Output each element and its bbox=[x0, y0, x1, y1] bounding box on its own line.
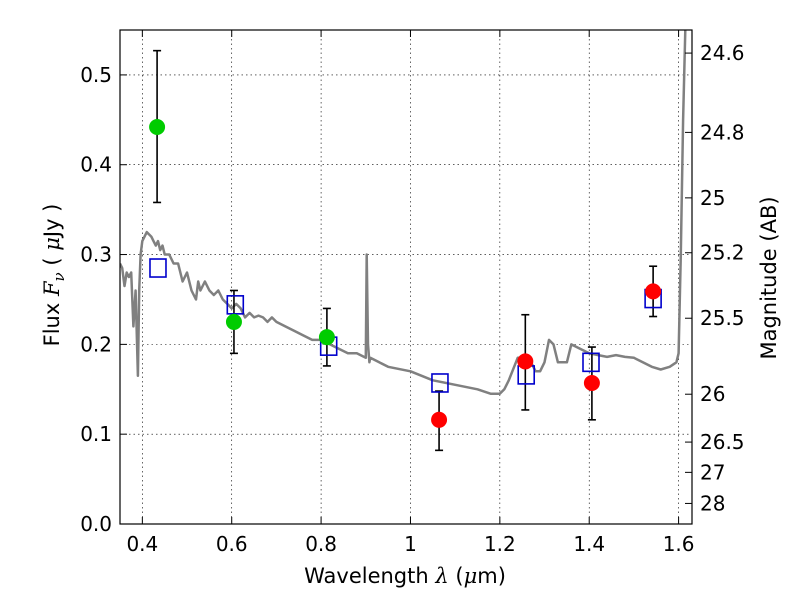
y-axis-symbol: F bbox=[40, 280, 64, 297]
y2-tick-label: 27 bbox=[700, 460, 725, 484]
green-observed-point bbox=[149, 119, 166, 136]
green-observed-point bbox=[318, 329, 335, 346]
y-axis-title: Flux Fν ( μJy ) bbox=[40, 204, 68, 347]
red-observed-point bbox=[431, 411, 448, 428]
y-tick-label: 0.3 bbox=[80, 243, 112, 267]
y-axis-unit-open: ( bbox=[40, 257, 64, 265]
red-observed-point bbox=[583, 374, 600, 391]
y-tick-label: 0.4 bbox=[80, 153, 112, 177]
model-spectrum bbox=[120, 30, 687, 396]
error-bars bbox=[153, 49, 658, 452]
y2-tick-label: 25 bbox=[700, 186, 725, 210]
spectrum-line bbox=[120, 30, 687, 396]
x-tick-label: 1.4 bbox=[573, 532, 605, 556]
x-tick-label: 0.6 bbox=[216, 532, 248, 556]
grid-lines bbox=[120, 30, 692, 525]
axis-ticks bbox=[120, 30, 692, 525]
data-markers bbox=[149, 119, 662, 428]
y-tick-label: 0.1 bbox=[80, 422, 112, 446]
x-tick-label: 0.8 bbox=[305, 532, 337, 556]
x-tick-label: 1.2 bbox=[484, 532, 516, 556]
x-tick-label: 1.6 bbox=[663, 532, 695, 556]
red-observed-point bbox=[645, 283, 662, 300]
x-axis-unit-mu: μ bbox=[464, 564, 478, 588]
tick-labels: 0.4 0.6 0.8 1 1.2 1.4 1.6 0.0 0.1 0.2 0.3 0.4 0.5 24.… bbox=[80, 41, 744, 556]
green-observed-point bbox=[225, 313, 242, 330]
y2-axis-title: Magnitude (AB) bbox=[757, 196, 781, 359]
model-flux-square bbox=[431, 373, 449, 393]
y2-tick-label: 26 bbox=[700, 382, 725, 406]
model-flux-square bbox=[582, 352, 600, 373]
y2-tick-label: 24.6 bbox=[700, 41, 745, 65]
x-tick-label: 1 bbox=[404, 532, 417, 556]
x-axis-unit-open: ( bbox=[455, 564, 463, 588]
y2-tick-label: 26.5 bbox=[700, 430, 745, 454]
x-axis-title: Wavelength λ (μm) bbox=[304, 564, 506, 588]
x-axis-symbol: λ bbox=[434, 564, 448, 588]
y-tick-label: 0.2 bbox=[80, 332, 112, 356]
y2-tick-label: 28 bbox=[700, 491, 725, 515]
model-flux-square bbox=[226, 295, 245, 315]
y-axis-unit-rest: Jy ) bbox=[40, 204, 64, 240]
y2-tick-label: 25.5 bbox=[700, 306, 745, 330]
y2-tick-label: 25.2 bbox=[700, 241, 745, 265]
y-axis-subscript: ν bbox=[50, 272, 68, 281]
x-tick-label: 0.4 bbox=[126, 532, 158, 556]
plot-frame bbox=[119, 29, 693, 525]
y2-tick-label: 24.8 bbox=[700, 120, 745, 144]
red-observed-point bbox=[517, 353, 534, 370]
y-axis-label: Flux bbox=[40, 303, 64, 347]
y-axis-unit-mu: μ bbox=[40, 237, 64, 251]
x-axis-unit-rest: m) bbox=[477, 564, 506, 588]
model-flux-square bbox=[149, 258, 167, 278]
y-tick-label: 0.0 bbox=[80, 512, 112, 536]
x-axis-label: Wavelength bbox=[304, 564, 429, 588]
y-tick-label: 0.5 bbox=[80, 63, 112, 87]
